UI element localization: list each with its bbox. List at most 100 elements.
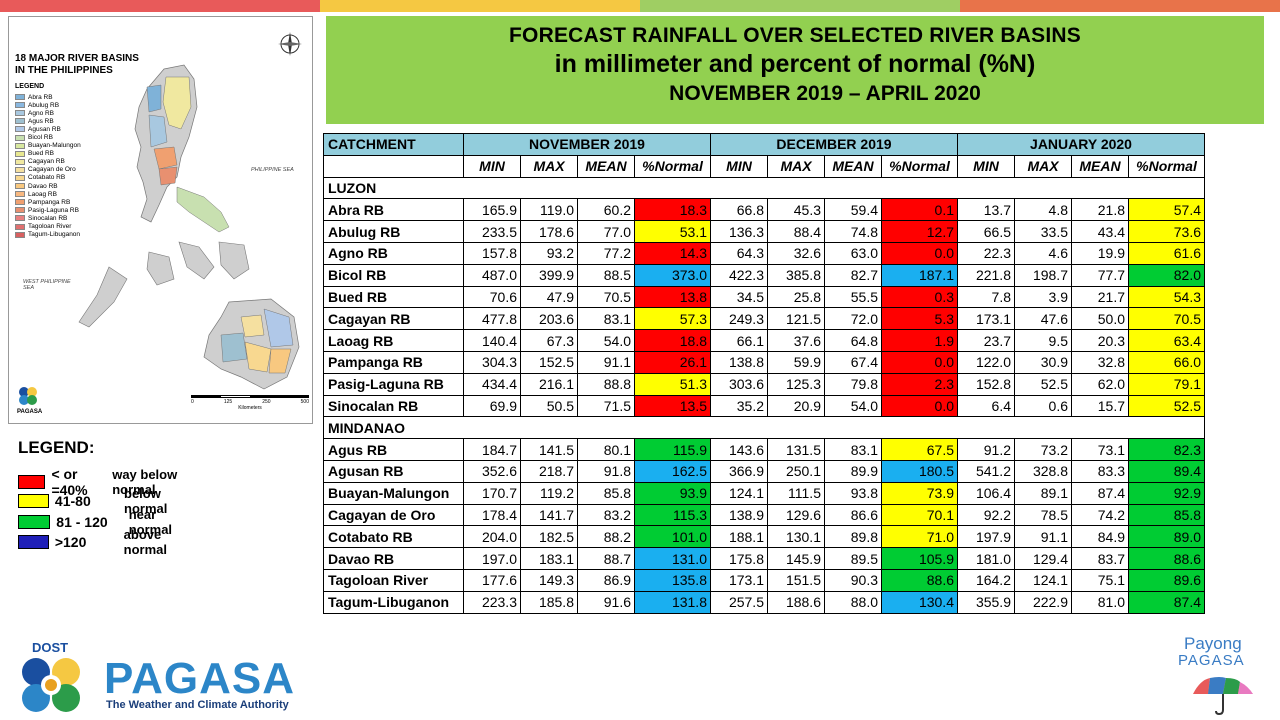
value-cell: 203.6 xyxy=(520,307,578,331)
value-cell: 92.2 xyxy=(957,503,1015,527)
percent-normal-cell: 115.3 xyxy=(634,503,711,527)
value-cell: 37.6 xyxy=(767,329,825,352)
value-cell: 223.3 xyxy=(463,590,521,614)
table-row: Cagayan de Oro 178.4 141.7 83.2 115.3 138.9 12… xyxy=(323,503,1205,527)
value-cell: 83.1 xyxy=(577,307,635,331)
dost-label: DOST xyxy=(32,640,69,655)
value-cell: 63.0 xyxy=(824,241,882,265)
value-cell: 54.0 xyxy=(577,329,635,352)
value-cell: 47.6 xyxy=(1014,307,1072,331)
percent-normal-cell: 0.0 xyxy=(881,394,958,418)
value-cell: 164.2 xyxy=(957,568,1015,592)
value-cell: 66.1 xyxy=(710,329,768,352)
value-cell: 86.6 xyxy=(824,503,882,527)
forecast-table: CATCHMENT NOVEMBER 2019 DECEMBER 2019 JA… xyxy=(323,133,1205,614)
value-cell: 140.4 xyxy=(463,329,521,352)
value-cell: 170.7 xyxy=(463,481,521,505)
column-header: MAX xyxy=(767,154,825,178)
map-legend-label: Buayan-Malungon xyxy=(28,142,81,150)
value-cell: 66.5 xyxy=(957,220,1015,243)
value-cell: 184.7 xyxy=(463,438,521,461)
table-row: Abulug RB 233.5 178.6 77.0 53.1 136.3 88.4 74.8… xyxy=(323,220,1205,243)
title-line2: in millimeter and percent of normal (%N) xyxy=(554,50,1036,78)
top-color-bar xyxy=(0,0,1280,12)
value-cell: 216.1 xyxy=(520,372,578,396)
percent-normal-cell: 92.9 xyxy=(1128,481,1205,505)
value-cell: 182.5 xyxy=(520,525,578,549)
value-cell: 52.5 xyxy=(1014,372,1072,396)
sea-label-east: PHILIPPINE SEA xyxy=(251,167,294,173)
catchment-name: Agno RB xyxy=(323,241,464,265)
value-cell: 67.4 xyxy=(824,350,882,374)
table-row: Davao RB 197.0 183.1 88.7 131.0 175.8 145.9 89.… xyxy=(323,547,1205,570)
value-cell: 188.1 xyxy=(710,525,768,549)
value-cell: 83.7 xyxy=(1071,547,1129,570)
value-cell: 79.8 xyxy=(824,372,882,396)
percent-normal-cell: 131.0 xyxy=(634,547,711,570)
value-cell: 78.5 xyxy=(1014,503,1072,527)
value-cell: 0.6 xyxy=(1014,394,1072,418)
map-legend-item: Pasig-Laguna RB xyxy=(15,206,81,214)
map-legend-swatch xyxy=(15,142,25,149)
percent-normal-cell: 54.3 xyxy=(1128,285,1205,309)
legend-desc: above normal xyxy=(123,527,168,557)
map-title: 18 MAJOR RIVER BASINS IN THE PHILIPPINES xyxy=(15,53,139,77)
map-legend-swatch xyxy=(15,134,25,141)
top-bar-segment-orange xyxy=(960,0,1280,12)
percent-normal-cell: 70.1 xyxy=(881,503,958,527)
percent-normal-cell: 70.5 xyxy=(1128,307,1205,331)
value-cell: 152.8 xyxy=(957,372,1015,396)
percent-normal-cell: 373.0 xyxy=(634,263,711,287)
value-cell: 175.8 xyxy=(710,547,768,570)
value-cell: 181.0 xyxy=(957,547,1015,570)
map-legend-swatch xyxy=(15,223,25,230)
map-legend-label: Tagoloan River xyxy=(28,223,72,231)
value-cell: 85.8 xyxy=(577,481,635,505)
value-cell: 77.2 xyxy=(577,241,635,265)
value-cell: 434.4 xyxy=(463,372,521,396)
value-cell: 19.9 xyxy=(1071,241,1129,265)
percent-normal-cell: 88.6 xyxy=(881,568,958,592)
value-cell: 218.7 xyxy=(520,459,578,483)
map-legend-item: Bicol RB xyxy=(15,133,81,141)
value-cell: 151.5 xyxy=(767,568,825,592)
map-legend-item: Tagum-Libuganon xyxy=(15,231,81,239)
value-cell: 173.1 xyxy=(957,307,1015,331)
value-cell: 60.2 xyxy=(577,198,635,222)
table-row: Pampanga RB 304.3 152.5 91.1 26.1 138.8 59.9 67… xyxy=(323,350,1205,374)
column-header: MIN xyxy=(957,154,1015,178)
value-cell: 83.3 xyxy=(1071,459,1129,483)
sea-label-west: WEST PHILIPPINE SEA xyxy=(23,279,71,291)
column-header: MIN xyxy=(463,154,521,178)
value-cell: 83.2 xyxy=(577,503,635,527)
value-cell: 233.5 xyxy=(463,220,521,243)
value-cell: 131.5 xyxy=(767,438,825,461)
percent-normal-cell: 57.4 xyxy=(1128,198,1205,222)
percent-normal-cell: 82.3 xyxy=(1128,438,1205,461)
value-cell: 59.9 xyxy=(767,350,825,374)
month-header: JANUARY 2020 xyxy=(957,133,1205,156)
map-legend-swatch xyxy=(15,110,25,117)
pagasa-emblem-icon xyxy=(22,658,80,712)
column-header: MEAN xyxy=(1071,154,1129,178)
map-legend-label: Bicol RB xyxy=(28,134,53,142)
map-legend-swatch xyxy=(15,183,25,190)
table-row: Laoag RB 140.4 67.3 54.0 18.8 66.1 37.6 64.8 1.9… xyxy=(323,329,1205,352)
value-cell: 125.3 xyxy=(767,372,825,396)
legend-range: < or =40% xyxy=(51,466,88,498)
value-cell: 122.0 xyxy=(957,350,1015,374)
value-cell: 111.5 xyxy=(767,481,825,505)
percent-normal-cell: 162.5 xyxy=(634,459,711,483)
value-cell: 130.1 xyxy=(767,525,825,549)
percent-normal-cell: 131.8 xyxy=(634,590,711,614)
value-cell: 50.5 xyxy=(520,394,578,418)
section-row: MINDANAO xyxy=(323,416,1205,440)
value-cell: 541.2 xyxy=(957,459,1015,483)
value-cell: 197.9 xyxy=(957,525,1015,549)
map-legend-label: Davao RB xyxy=(28,182,58,190)
percent-normal-cell: 14.3 xyxy=(634,241,711,265)
header-blank xyxy=(323,154,464,178)
value-cell: 83.1 xyxy=(824,438,882,461)
map-scale-bar: 0 125 250 500 Kilometers xyxy=(191,395,309,411)
value-cell: 64.8 xyxy=(824,329,882,352)
